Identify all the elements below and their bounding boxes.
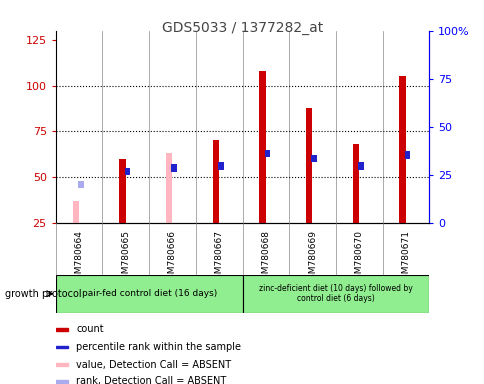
Bar (264, 150, 270, 157)
Text: GSM780664: GSM780664 (75, 230, 83, 285)
Bar (259, 71, 265, 223)
Bar (311, 155, 317, 162)
Text: GDS5033 / 1377282_at: GDS5033 / 1377282_at (162, 21, 322, 35)
Bar (56, 346, 68, 349)
Bar (119, 159, 125, 223)
Bar (166, 153, 172, 223)
Bar (399, 76, 405, 223)
FancyBboxPatch shape (56, 275, 242, 313)
Bar (352, 144, 358, 223)
Text: pair-fed control diet (16 days): pair-fed control diet (16 days) (81, 289, 216, 298)
Bar (404, 151, 409, 159)
Text: GSM780670: GSM780670 (354, 230, 363, 285)
Text: GSM780668: GSM780668 (261, 230, 270, 285)
Bar (56, 328, 68, 331)
FancyBboxPatch shape (242, 275, 428, 313)
Text: GSM780666: GSM780666 (167, 230, 177, 285)
Bar (171, 164, 177, 172)
Bar (56, 363, 68, 366)
Bar (357, 162, 363, 170)
Text: value, Detection Call = ABSENT: value, Detection Call = ABSENT (76, 360, 231, 370)
Text: zinc-deficient diet (10 days) followed by
control diet (6 days): zinc-deficient diet (10 days) followed b… (258, 284, 412, 303)
Bar (212, 141, 218, 223)
Text: percentile rank within the sample: percentile rank within the sample (76, 342, 241, 352)
Bar (73, 201, 79, 223)
Text: growth protocol: growth protocol (5, 289, 81, 299)
Text: GSM780667: GSM780667 (214, 230, 223, 285)
Bar (124, 168, 130, 175)
Text: GSM780671: GSM780671 (401, 230, 409, 285)
Text: GSM780665: GSM780665 (121, 230, 130, 285)
Bar (218, 162, 223, 170)
Bar (78, 180, 83, 188)
Text: rank, Detection Call = ABSENT: rank, Detection Call = ABSENT (76, 376, 226, 384)
Bar (305, 108, 312, 223)
Bar (56, 380, 68, 382)
Text: count: count (76, 324, 104, 334)
Text: GSM780669: GSM780669 (307, 230, 317, 285)
